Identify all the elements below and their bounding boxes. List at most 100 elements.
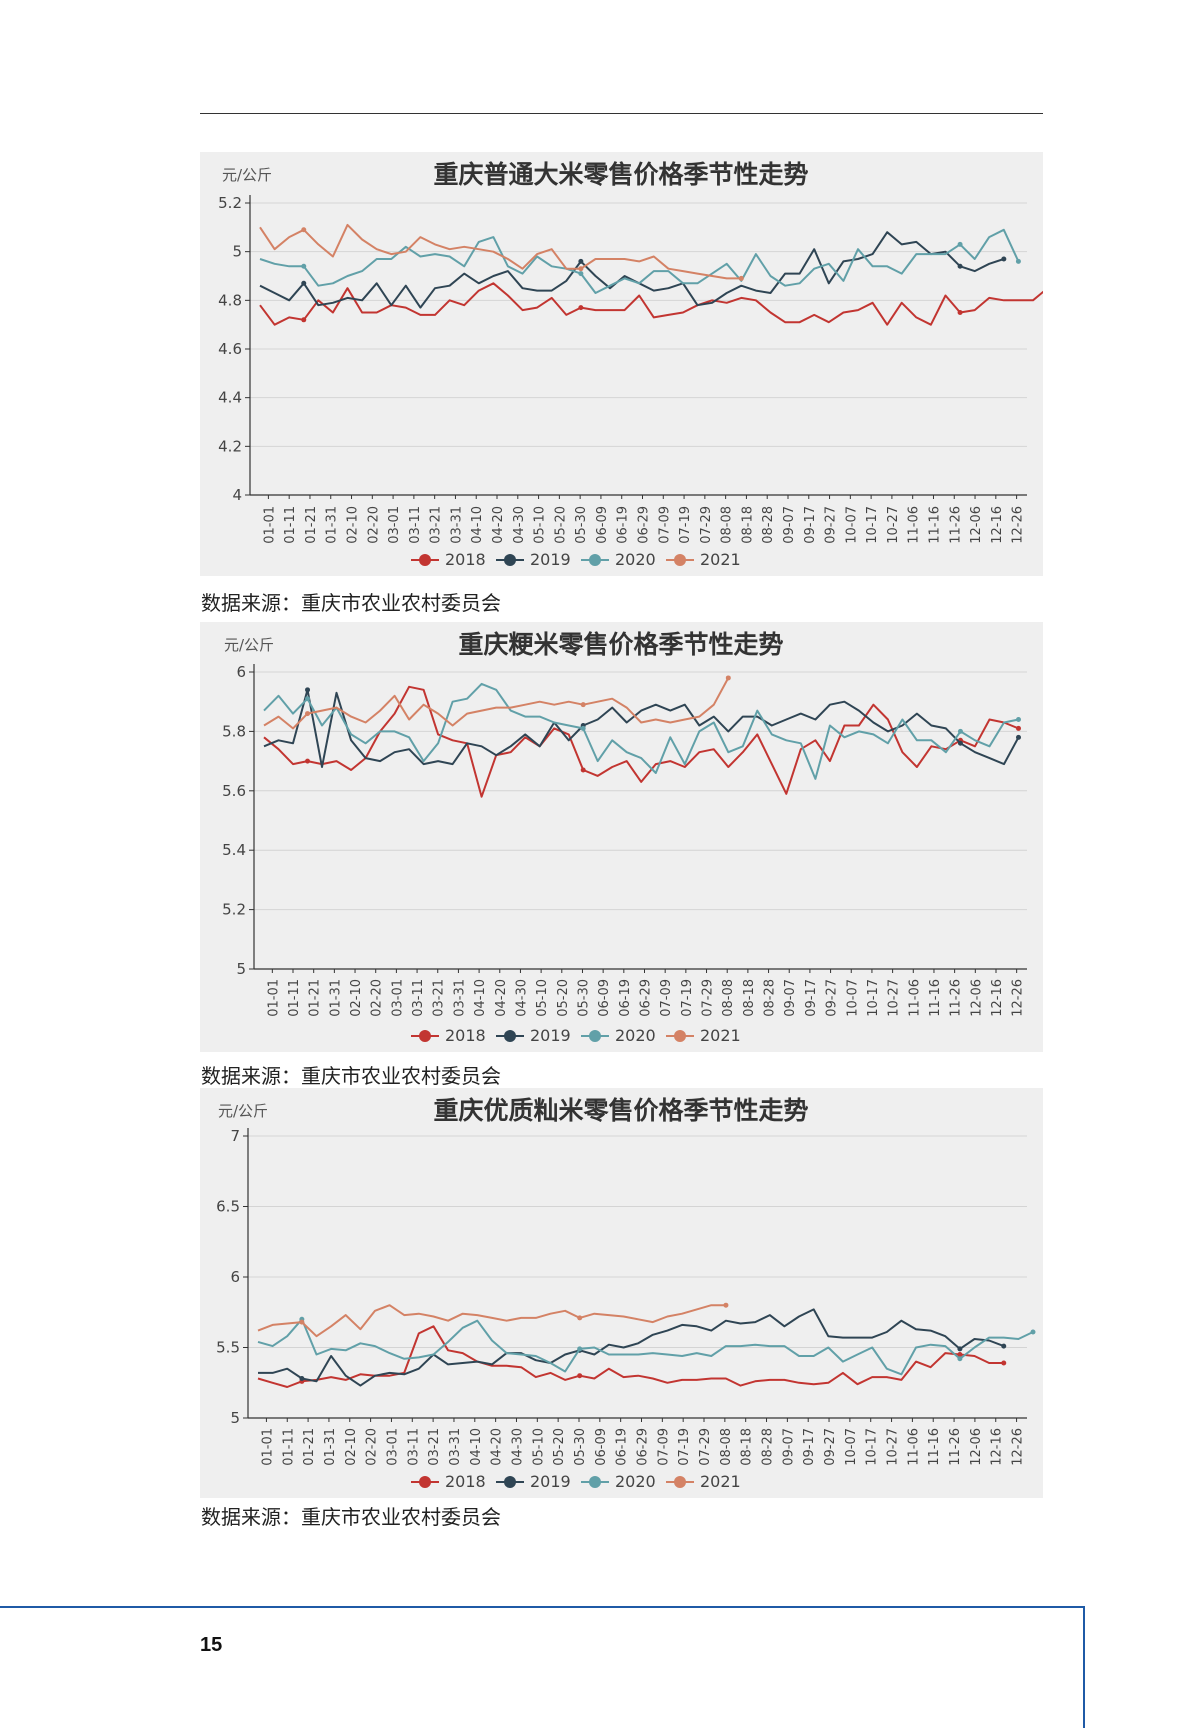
x-tick-label: 07-19 bbox=[678, 506, 693, 544]
x-tick-label: 01-01 bbox=[266, 979, 281, 1017]
x-tick-label: 07-09 bbox=[659, 979, 674, 1017]
x-tick-label: 09-17 bbox=[804, 979, 819, 1017]
chart-优质籼米: 重庆优质籼米零售价格季节性走势 元/公斤 5 5.5 6 6.5 7 01-01 01-11 01… bbox=[200, 1088, 1043, 1498]
data-point bbox=[1030, 1329, 1036, 1335]
x-tick-label: 05-30 bbox=[573, 1428, 588, 1466]
x-tick-label: 12-16 bbox=[990, 1428, 1005, 1466]
x-tick-label: 11-26 bbox=[948, 506, 963, 544]
x-tick-label: 10-07 bbox=[844, 1428, 859, 1466]
series-line-2019 bbox=[263, 688, 1020, 768]
x-tick-label: 07-09 bbox=[657, 506, 672, 544]
data-point bbox=[1015, 725, 1021, 731]
x-tick-label: 09-17 bbox=[803, 506, 818, 544]
data-point bbox=[957, 728, 963, 734]
x-tick-label: 09-17 bbox=[802, 1428, 817, 1466]
x-tick-label: 01-21 bbox=[308, 979, 323, 1017]
data-point bbox=[305, 696, 311, 702]
x-tick-label: 04-20 bbox=[494, 979, 509, 1017]
y-tick-label: 5.2 bbox=[222, 901, 246, 919]
data-point bbox=[578, 266, 584, 272]
x-tick-label: 10-27 bbox=[886, 506, 901, 544]
series-line-2018 bbox=[257, 1325, 1004, 1388]
page-number: 15 bbox=[200, 1634, 223, 1656]
x-tick-label: 05-30 bbox=[576, 979, 591, 1017]
x-tick-label: 03-31 bbox=[449, 506, 464, 544]
data-point bbox=[957, 1356, 963, 1362]
x-tick-label: 01-11 bbox=[283, 506, 298, 544]
data-point bbox=[1015, 258, 1021, 264]
x-tick-label: 12-26 bbox=[1011, 506, 1026, 544]
chart-source: 数据来源：重庆市农业农村委员会 bbox=[201, 1064, 501, 1088]
chart-title: 重庆优质籼米零售价格季节性走势 bbox=[433, 1096, 808, 1125]
data-point bbox=[957, 740, 963, 746]
x-tick-label: 11-06 bbox=[906, 1428, 921, 1466]
series-line-2019 bbox=[259, 231, 1005, 309]
x-tick-label: 05-20 bbox=[552, 1428, 567, 1466]
x-tick-label: 04-20 bbox=[490, 1428, 505, 1466]
y-tick-label: 5.4 bbox=[222, 841, 246, 859]
x-tick-label: 12-06 bbox=[969, 1428, 984, 1466]
x-tick-label: 02-10 bbox=[346, 506, 361, 544]
chart-普通大米: 重庆普通大米零售价格季节性走势 元/公斤 4 4.2 4.4 4.6 4.8 5 5.2 01-0… bbox=[200, 152, 1043, 576]
y-tick-label: 6.5 bbox=[216, 1198, 240, 1216]
data-point bbox=[957, 241, 963, 247]
x-tick-label: 11-06 bbox=[907, 506, 922, 544]
y-tick-label: 6 bbox=[236, 663, 246, 681]
data-point bbox=[580, 767, 586, 773]
y-tick-label: 5.6 bbox=[222, 782, 246, 800]
data-point bbox=[305, 711, 311, 717]
legend-label-2020: 2020 bbox=[615, 550, 656, 569]
data-point bbox=[577, 1315, 583, 1321]
x-tick-label: 08-18 bbox=[740, 506, 755, 544]
x-tick-label: 05-10 bbox=[531, 1428, 546, 1466]
x-tick-label: 07-19 bbox=[680, 979, 695, 1017]
x-tick-label: 09-07 bbox=[782, 506, 797, 544]
x-tick-label: 03-31 bbox=[448, 1428, 463, 1466]
data-point bbox=[1001, 1360, 1007, 1366]
series-line-2020 bbox=[259, 228, 1020, 294]
x-tick-label: 03-11 bbox=[408, 506, 423, 544]
legend-marker-2020 bbox=[589, 1476, 601, 1488]
x-tick-label: 07-19 bbox=[677, 1428, 692, 1466]
data-point bbox=[301, 263, 307, 269]
x-tick-label: 05-20 bbox=[556, 979, 571, 1017]
y-tick-label: 4 bbox=[232, 486, 242, 504]
x-tick-label: 08-28 bbox=[761, 1428, 776, 1466]
x-tick-label: 10-17 bbox=[865, 506, 880, 544]
x-tick-label: 07-29 bbox=[699, 506, 714, 544]
x-tick-label: 11-26 bbox=[949, 979, 964, 1017]
data-point bbox=[580, 725, 586, 731]
data-point bbox=[301, 317, 307, 323]
legend-marker-2018 bbox=[419, 554, 431, 566]
y-tick-label: 5 bbox=[230, 1409, 240, 1427]
x-tick-label: 11-16 bbox=[928, 979, 943, 1017]
chart-source: 数据来源：重庆市农业农村委员会 bbox=[201, 1505, 501, 1529]
y-tick-label: 5 bbox=[232, 243, 242, 261]
chart-title: 重庆粳米零售价格季节性走势 bbox=[458, 630, 783, 659]
legend-label-2018: 2018 bbox=[445, 1026, 486, 1045]
x-tick-label: 03-01 bbox=[385, 1428, 400, 1466]
y-tick-label: 5.5 bbox=[216, 1339, 240, 1357]
x-tick-label: 04-10 bbox=[469, 1428, 484, 1466]
x-tick-label: 03-01 bbox=[387, 506, 402, 544]
x-tick-label: 09-27 bbox=[825, 979, 840, 1017]
data-point bbox=[577, 1373, 583, 1379]
chart-legend: 2018 2019 2020 2021 bbox=[411, 550, 741, 569]
legend-marker-2021 bbox=[674, 1476, 686, 1488]
y-tick-label: 5 bbox=[236, 960, 246, 978]
chart-legend: 2018 2019 2020 2021 bbox=[411, 1472, 741, 1491]
x-tick-label: 02-20 bbox=[370, 979, 385, 1017]
x-tick-label: 10-27 bbox=[887, 979, 902, 1017]
x-tick-label: 12-16 bbox=[990, 506, 1005, 544]
x-tick-label: 07-09 bbox=[656, 1428, 671, 1466]
x-tick-label: 01-31 bbox=[328, 979, 343, 1017]
data-point bbox=[723, 1302, 729, 1308]
series-line-2021 bbox=[263, 677, 730, 730]
x-tick-label: 12-06 bbox=[969, 979, 984, 1017]
x-tick-label: 03-11 bbox=[406, 1428, 421, 1466]
x-tick-label: 08-28 bbox=[763, 979, 778, 1017]
chart-title: 重庆普通大米零售价格季节性走势 bbox=[433, 160, 808, 189]
data-point bbox=[577, 1346, 583, 1352]
data-point bbox=[305, 758, 311, 764]
y-tick-label: 4.4 bbox=[218, 389, 242, 407]
